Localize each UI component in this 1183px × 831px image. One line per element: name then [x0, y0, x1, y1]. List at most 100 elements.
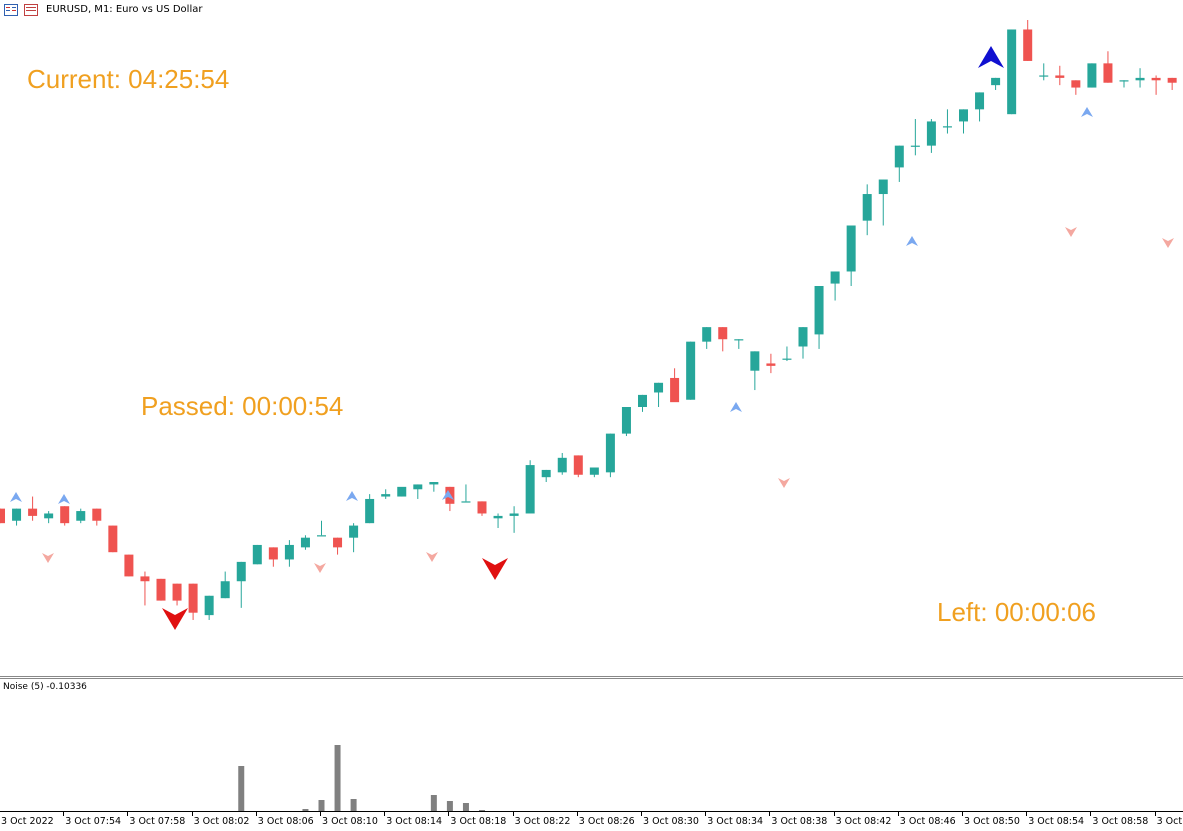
candle-body	[654, 382, 664, 393]
big-down-arrow-icon	[162, 608, 188, 630]
candle-body	[862, 194, 872, 221]
candle-body	[92, 508, 102, 521]
candle-body	[1023, 29, 1033, 61]
candle	[268, 547, 278, 567]
left-time-label: Left: 00:00:06	[937, 597, 1097, 627]
candle	[44, 511, 54, 524]
axis-tick-label: 3 Oct 08:18	[450, 816, 507, 827]
small-down-arrow-icon	[42, 553, 54, 563]
candle-body	[750, 351, 760, 371]
candle	[910, 119, 920, 156]
axis-tick	[705, 812, 707, 816]
candle-body	[782, 358, 792, 360]
candle	[1119, 80, 1129, 88]
axis-tick	[833, 812, 835, 816]
candle	[750, 351, 760, 391]
candle	[509, 506, 519, 533]
candle	[172, 583, 182, 606]
axis-tick-label: 3 Oct 08:14	[386, 816, 443, 827]
candle	[991, 77, 1001, 90]
axis-tick-label: 3 Oct 08:22	[514, 816, 571, 827]
candle	[429, 482, 439, 492]
candle-body	[766, 363, 776, 366]
axis-tick-label: 3 Oct 08:42	[835, 816, 892, 827]
window-title: EURUSD, M1: Euro vs US Dollar	[46, 4, 203, 15]
candle-body	[830, 271, 840, 284]
candle-body	[686, 341, 696, 400]
small-down-arrow-icon	[778, 478, 790, 488]
small-down-arrow-icon	[314, 563, 326, 573]
candle	[60, 506, 70, 526]
candle-body	[1007, 29, 1017, 115]
candle	[589, 467, 599, 478]
candle-body	[0, 508, 5, 524]
candle	[1151, 75, 1161, 95]
axis-tick-label: 3 Oct 08:30	[643, 816, 699, 827]
candle-body	[926, 121, 936, 146]
candle-body	[1151, 77, 1161, 81]
noise-bar	[334, 745, 341, 811]
candle-body	[638, 394, 647, 407]
noise-indicator-chart[interactable]	[0, 679, 1183, 812]
axis-tick-label: 3 Oct 08:38	[771, 816, 828, 827]
noise-bar	[238, 766, 245, 811]
axis-tick	[1154, 812, 1156, 816]
candle	[621, 407, 631, 437]
candle-body	[1055, 75, 1065, 78]
axis-tick-label: 3 Oct 08:58	[1092, 816, 1149, 827]
candle	[477, 501, 487, 516]
price-chart[interactable]	[0, 20, 1183, 676]
axis-tick-label: 3 Oct 08:10	[322, 816, 378, 827]
window-restore-icon[interactable]	[24, 4, 38, 16]
noise-bar	[479, 810, 485, 811]
candle-body	[814, 286, 824, 335]
candle	[959, 109, 968, 134]
title-bar: EURUSD, M1: Euro vs US Dollar	[0, 0, 1183, 20]
candle	[284, 540, 294, 567]
candle	[28, 496, 38, 521]
candle-body	[894, 145, 904, 168]
candle	[718, 327, 728, 352]
candle-body	[1135, 77, 1145, 81]
candle	[942, 109, 952, 134]
candle-body	[1167, 77, 1177, 83]
axis-tick	[191, 812, 193, 816]
candle-body	[477, 501, 487, 514]
candle	[365, 494, 375, 524]
candle-body	[702, 327, 712, 342]
candle-body	[140, 576, 150, 582]
candle	[878, 179, 888, 226]
candle	[734, 339, 744, 349]
candle	[92, 508, 102, 526]
candle	[1071, 80, 1081, 95]
candle-body	[124, 554, 134, 577]
candle-body	[236, 561, 246, 582]
candle-body	[1071, 80, 1081, 88]
candle	[670, 368, 680, 403]
candle	[493, 513, 503, 528]
candle	[140, 571, 150, 606]
small-up-arrow-icon	[10, 492, 22, 502]
candle-body	[429, 482, 439, 485]
axis-tick-label: 3 Oct 08:46	[899, 816, 956, 827]
axis-tick-label: 3 Oct 07:58	[129, 816, 186, 827]
candle-body	[12, 508, 22, 521]
small-up-arrow-icon	[346, 491, 358, 501]
axis-tick	[962, 812, 963, 816]
candle-body	[44, 513, 54, 519]
candle	[1087, 63, 1097, 88]
candle	[204, 595, 214, 620]
axis-tick-label: 3 Oct 08:34	[707, 816, 764, 827]
noise-bar	[318, 800, 325, 811]
candle	[1007, 29, 1017, 115]
axis-tick	[384, 812, 386, 816]
candle-body	[910, 145, 920, 147]
axis-tick	[576, 812, 578, 816]
candle-body	[1087, 63, 1097, 88]
subwindow-separator[interactable]	[0, 676, 1183, 679]
chart-window-icon[interactable]	[4, 4, 18, 16]
candle-body	[204, 595, 214, 616]
candle-body	[959, 109, 968, 122]
candle	[638, 394, 647, 412]
small-up-arrow-icon	[1081, 107, 1093, 117]
